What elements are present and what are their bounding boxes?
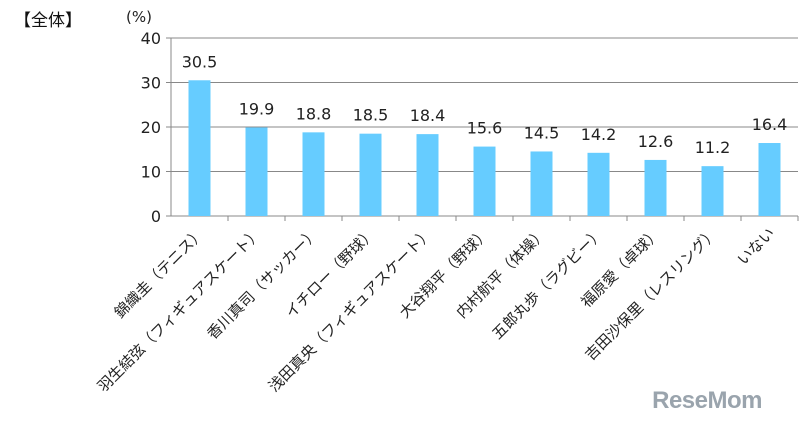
bar <box>758 143 781 216</box>
bar <box>473 146 496 216</box>
data-label: 18.4 <box>410 106 446 125</box>
bar <box>587 152 610 216</box>
bar <box>188 80 211 217</box>
bar <box>416 134 439 216</box>
data-label: 16.4 <box>752 115 788 134</box>
y-tick-label: 30 <box>141 74 161 93</box>
data-label: 14.2 <box>581 125 617 144</box>
bar <box>644 159 667 216</box>
y-tick-label: 10 <box>141 163 161 182</box>
x-tick-label: 香川真司（サッカー） <box>204 224 323 343</box>
data-label: 15.6 <box>467 119 503 138</box>
y-tick-label: 20 <box>141 118 161 137</box>
bar <box>701 166 724 216</box>
bar <box>530 151 553 216</box>
data-label: 11.2 <box>695 138 731 157</box>
data-label: 19.9 <box>239 99 275 118</box>
bar <box>359 133 382 216</box>
chart-title: 【全体】 <box>14 11 82 31</box>
data-label: 30.5 <box>182 52 218 71</box>
data-label: 18.5 <box>353 106 389 125</box>
watermark-logo: ReseMom <box>652 387 762 414</box>
y-tick-label: 40 <box>141 29 161 48</box>
bar <box>302 132 325 216</box>
x-tick-label: 五郎丸歩（ラグビー） <box>489 224 608 343</box>
data-label: 14.5 <box>524 123 560 142</box>
y-axis-unit: (%) <box>126 8 152 26</box>
y-tick-label: 0 <box>151 207 161 226</box>
x-tick-label: いない <box>734 224 779 269</box>
bar <box>245 127 268 216</box>
data-label: 12.6 <box>638 132 674 151</box>
data-label: 18.8 <box>296 104 332 123</box>
